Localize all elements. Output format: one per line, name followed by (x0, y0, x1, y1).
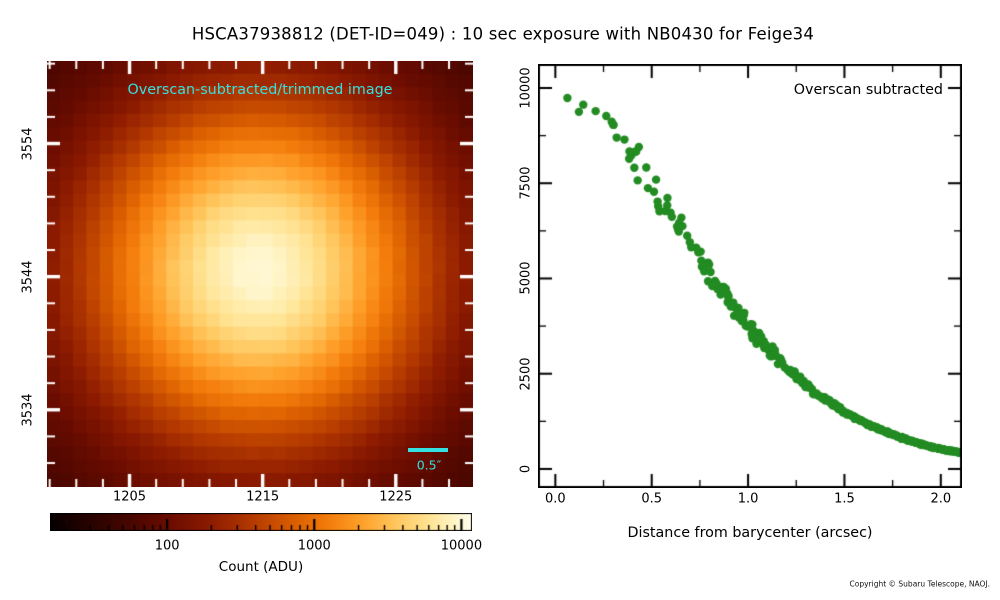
colorbar (50, 513, 472, 531)
scalebar-label: 0.5″ (416, 457, 442, 473)
profile-annotation: Overscan subtracted (793, 82, 943, 98)
profile-xaxis-label: Distance from barycenter (arcsec) (627, 525, 873, 541)
tick-label: 3544 (20, 260, 36, 294)
scalebar (408, 448, 448, 452)
tick-label: 3534 (20, 393, 36, 427)
tick-label: 1.5 (834, 491, 855, 507)
star-image-heatmap (47, 61, 473, 487)
copyright-text: Copyright © Subaru Telescope, NAOJ. (849, 579, 991, 589)
tick-label: 1205 (112, 489, 147, 505)
tick-label: 0.0 (545, 491, 566, 507)
tick-label: 2500 (518, 357, 534, 391)
radial-profile-plot (538, 64, 962, 488)
tick-label: 10000 (440, 538, 483, 554)
tick-label: 0 (518, 464, 534, 474)
tick-label: 3554 (20, 126, 36, 161)
tick-label: 7500 (518, 166, 534, 200)
image-annotation: Overscan-subtracted/trimmed image (127, 82, 393, 98)
colorbar-title: Count (ADU) (218, 559, 304, 575)
tick-label: 1.0 (737, 491, 759, 507)
tick-label: 100 (154, 538, 180, 554)
tick-label: 1215 (246, 489, 280, 505)
tick-label: 5000 (518, 261, 534, 296)
tick-label: 10000 (518, 67, 534, 109)
tick-label: 0.5 (641, 491, 663, 507)
tick-label: 2.0 (930, 491, 952, 507)
tick-label: 1000 (297, 538, 331, 554)
tick-label: 1225 (379, 489, 413, 505)
page-title: HSCA37938812 (DET-ID=049) : 10 sec expos… (191, 24, 815, 44)
